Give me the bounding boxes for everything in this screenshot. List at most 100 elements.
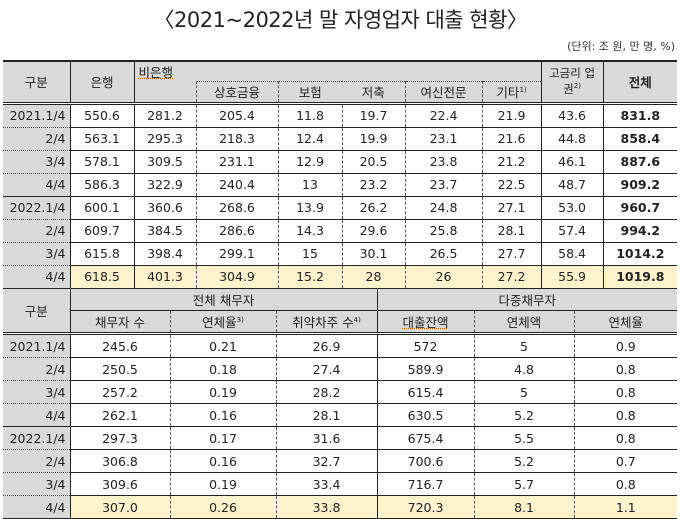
row-label: 3/4 [3, 472, 71, 496]
table-cell: 0.16 [169, 403, 276, 427]
table-cell: 46.1 [540, 149, 604, 173]
table-row: 2/4 609.7 384.5 286.6 14.3 29.6 25.8 28.1 57.4 99… [3, 218, 678, 242]
table-cell: 0.21 [169, 332, 276, 358]
table-cell: 20.5 [341, 149, 405, 173]
table-cell: 5 [473, 332, 575, 358]
table-cell: 30.1 [341, 241, 405, 265]
table-cell: 14.3 [277, 218, 342, 242]
row-label: 2021.1/4 [3, 101, 71, 127]
row-label: 2/4 [3, 218, 71, 242]
table-row: 2021.1/4 245.6 0.21 26.9 572 5 0.9 [3, 332, 678, 358]
table-cell: 11.8 [277, 101, 342, 127]
table-cell: 58.4 [540, 241, 604, 265]
table-cell: 5.2 [473, 403, 575, 427]
table-cell: 19.7 [341, 101, 405, 127]
header-category: 구분 [3, 61, 71, 103]
table-cell: 12.4 [277, 126, 342, 150]
table-cell: 0.8 [573, 426, 678, 450]
table-cell: 0.8 [573, 403, 678, 427]
table-cell: 716.7 [376, 472, 475, 496]
row-label: 3/4 [3, 380, 71, 404]
table-cell: 250.5 [70, 357, 170, 381]
table-cell: 218.3 [195, 126, 278, 150]
table-cell: 304.9 [195, 264, 278, 288]
header-savings: 저축 [342, 81, 405, 103]
table-cell: 22.5 [481, 172, 542, 196]
table-cell: 53.0 [540, 195, 604, 219]
table-cell: 630.5 [376, 403, 475, 427]
table-row: 3/4 578.1 309.5 231.1 12.9 20.5 23.8 21.2 46.1 88… [3, 149, 678, 173]
row-label: 2021.1/4 [3, 332, 71, 358]
table-cell: 398.4 [133, 241, 196, 265]
table-cell: 29.6 [341, 218, 405, 242]
table-cell: 600.1 [70, 195, 135, 219]
table-cell: 384.5 [133, 218, 196, 242]
table-cell: 0.7 [573, 449, 678, 473]
table-cell: 12.9 [277, 149, 342, 173]
table-row: 4/4 307.0 0.26 33.8 720.3 8.1 1.1 [3, 495, 678, 519]
table-cell: 306.8 [70, 449, 170, 473]
row-label: 2/4 [3, 449, 71, 473]
table-cell: 28.2 [275, 380, 378, 404]
table-cell: 0.8 [573, 380, 678, 404]
table-cell: 257.2 [70, 380, 170, 404]
table-cell: 27.1 [481, 195, 542, 219]
table-cell: 231.1 [195, 149, 278, 173]
table-cell: 0.8 [573, 472, 678, 496]
header-vulnerable-count: 취약차주 수4) [275, 310, 378, 334]
table-cell: 299.1 [195, 241, 278, 265]
table-cell: 57.4 [540, 218, 604, 242]
header-loan-balance: 대출잔액 [376, 310, 475, 334]
table-cell: 831.8 [602, 101, 678, 127]
table-cell: 23.8 [404, 149, 482, 173]
table-row: 2022.1/4 297.3 0.17 31.6 675.4 5.5 0.8 [3, 426, 678, 450]
row-label: 2022.1/4 [3, 426, 71, 450]
table-cell: 27.7 [481, 241, 542, 265]
table-cell: 27.4 [275, 357, 378, 381]
header-delinquency-rate: 연체율3) [169, 310, 276, 334]
header-mutual: 상호금융 [195, 81, 278, 103]
table-cell: 297.3 [70, 426, 170, 450]
table-cell: 360.6 [133, 195, 196, 219]
table-cell: 240.4 [195, 172, 278, 196]
loan-balance-table: 구분 은행 비은행 고금리 업권2) 전체 상호금융 보험 저축 여신전문 기타… [3, 60, 678, 289]
row-label: 4/4 [3, 495, 71, 519]
table-cell: 0.19 [169, 380, 276, 404]
table-row: 2/4 563.1 295.3 218.3 12.4 19.9 23.1 21.6 44.8 85… [3, 126, 678, 150]
header-all-borrowers: 전체 채무자 [70, 288, 378, 311]
table-cell: 960.7 [602, 195, 678, 219]
table-cell: 21.2 [481, 149, 542, 173]
table-cell: 618.5 [70, 264, 135, 288]
header-borrower-count: 채무자 수 [70, 310, 170, 334]
table-cell: 24.8 [404, 195, 482, 219]
table-cell: 21.6 [481, 126, 542, 150]
header-highrate: 고금리 업권2) [540, 61, 604, 103]
table-cell: 23.7 [404, 172, 482, 196]
table-cell: 1.1 [573, 495, 678, 519]
table-cell: 609.7 [70, 218, 135, 242]
table-cell: 1019.8 [602, 264, 678, 288]
table-cell: 0.16 [169, 449, 276, 473]
row-label: 3/4 [3, 241, 71, 265]
table-cell: 0.9 [573, 332, 678, 358]
table-row: 3/4 309.6 0.19 33.4 716.7 5.7 0.8 [3, 472, 678, 496]
header-other: 기타1) [481, 81, 542, 103]
header-insurance: 보험 [277, 81, 342, 103]
table-cell: 28.1 [275, 403, 378, 427]
table-cell: 5 [473, 380, 575, 404]
table-cell: 33.8 [275, 495, 378, 519]
table-cell: 8.1 [473, 495, 575, 519]
table-cell: 245.6 [70, 332, 170, 358]
table-row: 4/4 262.1 0.16 28.1 630.5 5.2 0.8 [3, 403, 678, 427]
table-row: 2022.1/4 600.1 360.6 268.6 13.9 26.2 24.8 27.1 5… [3, 195, 678, 219]
table-cell: 0.17 [169, 426, 276, 450]
header-multi-borrowers: 다중채무자 [376, 288, 678, 311]
table-cell: 26.2 [341, 195, 405, 219]
table-cell: 994.2 [602, 218, 678, 242]
table-cell: 0.26 [169, 495, 276, 519]
table-cell: 309.5 [133, 149, 196, 173]
table-cell: 19.9 [341, 126, 405, 150]
row-label: 3/4 [3, 149, 71, 173]
table-cell: 31.6 [275, 426, 378, 450]
header-category-2: 구분 [3, 288, 71, 334]
